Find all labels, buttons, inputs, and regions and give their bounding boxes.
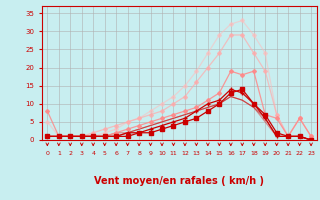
X-axis label: Vent moyen/en rafales ( km/h ): Vent moyen/en rafales ( km/h ) (94, 176, 264, 186)
